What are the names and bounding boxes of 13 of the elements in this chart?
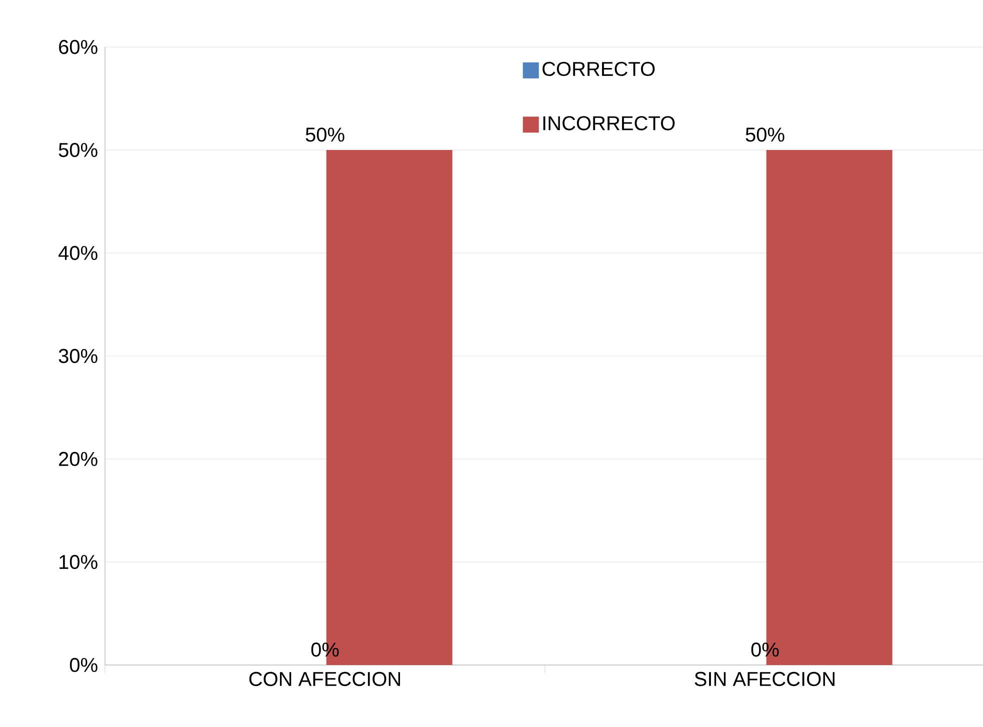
x-tick-label: SIN AFECCION	[694, 672, 834, 686]
data-label: 50%	[746, 128, 784, 142]
legend-label: CORRECTO	[542, 62, 655, 76]
y-tick-label: 50%	[58, 142, 98, 158]
y-tick-label: 0%	[70, 658, 98, 672]
y-tick-label: 20%	[59, 452, 98, 466]
data-label: 50%	[306, 128, 344, 142]
x-tick-label: CON AFECCION	[249, 672, 400, 686]
y-tick-label: 60%	[59, 40, 98, 54]
y-tick-label: 40%	[58, 246, 98, 260]
y-tick-label: 30%	[58, 348, 98, 364]
y-tick-label: 10%	[60, 554, 98, 570]
legend-label: INCORRECTO	[543, 116, 675, 130]
